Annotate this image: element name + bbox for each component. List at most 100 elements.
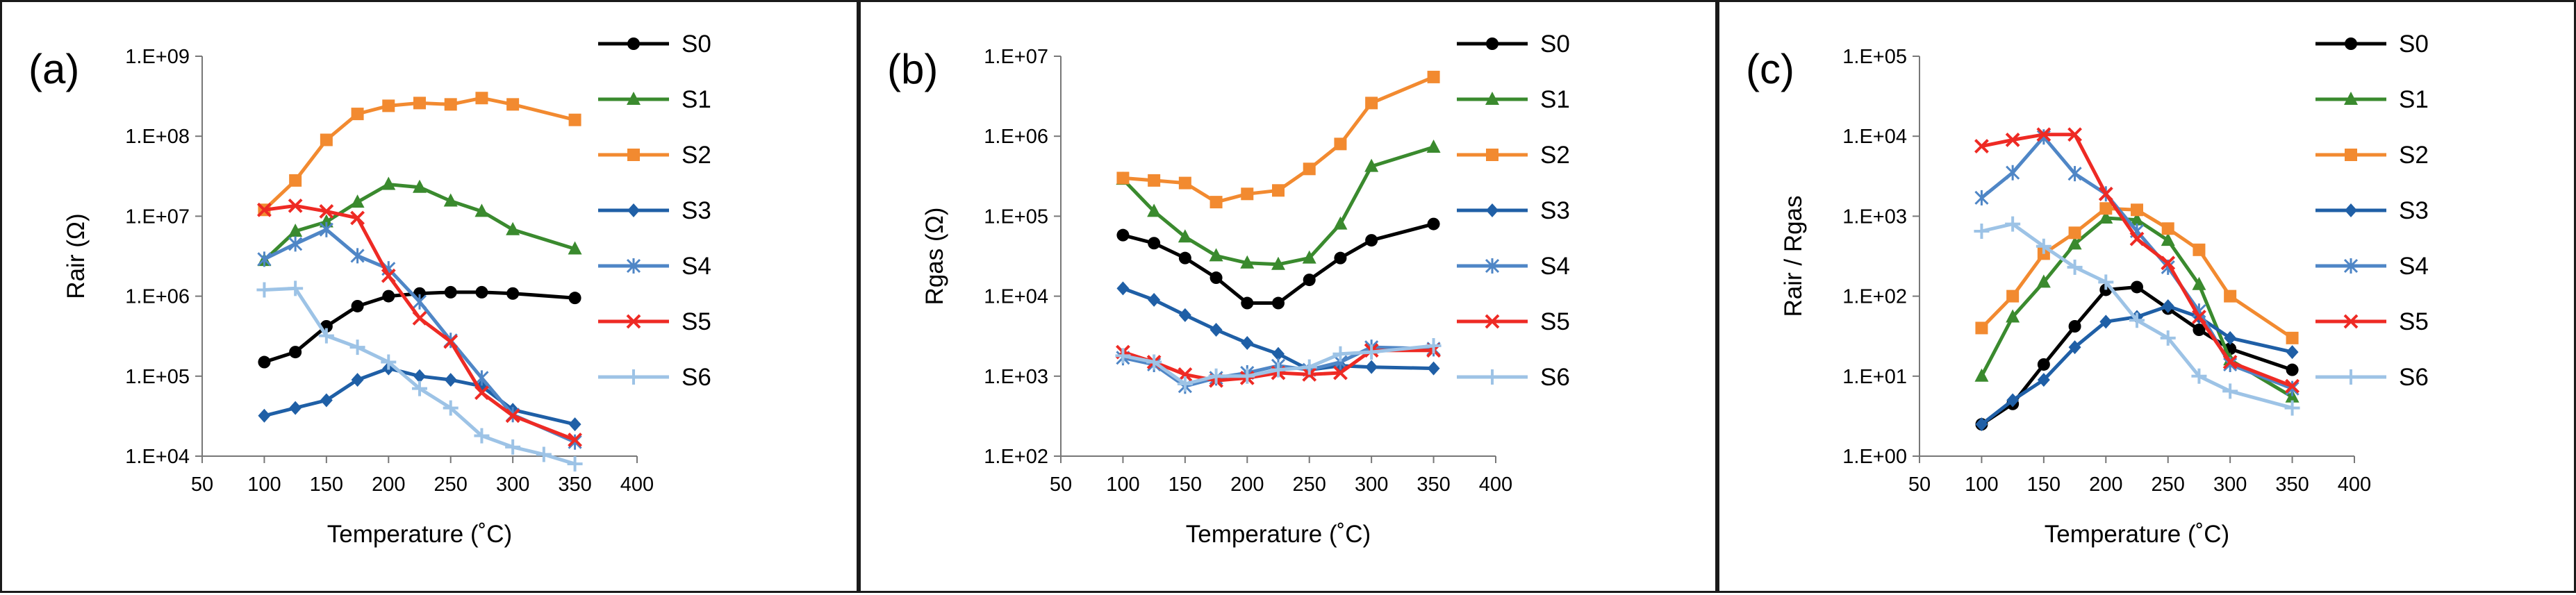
x-tick-label: 300	[496, 474, 529, 496]
y-tick-label: 1.E+08	[125, 126, 190, 148]
data-point	[1209, 196, 1223, 209]
panel-label: (c)	[1746, 46, 1794, 92]
data-point	[319, 214, 333, 228]
legend-label: S2	[1540, 142, 1570, 169]
data-point	[2224, 290, 2237, 303]
y-tick-label: 1.E+01	[1842, 366, 1907, 388]
data-point	[320, 393, 333, 408]
data-point	[2005, 216, 2021, 232]
data-point	[444, 98, 457, 111]
data-point	[382, 99, 395, 112]
legend-marker	[1485, 314, 1500, 329]
data-point	[474, 203, 489, 217]
data-point	[2222, 383, 2238, 399]
x-axis-label: Temperature (˚C)	[327, 521, 512, 548]
data-point	[505, 439, 521, 455]
data-point	[1427, 70, 1440, 83]
data-point	[1178, 308, 1191, 322]
data-point	[567, 456, 583, 472]
series-group	[256, 92, 583, 472]
legend-item: S2	[2315, 142, 2429, 169]
legend-marker	[626, 258, 641, 274]
data-point	[1116, 281, 1130, 296]
data-point	[568, 113, 581, 126]
legend-marker	[2345, 203, 2357, 217]
axes: 50 100 150 200 250 300 350 400 1.E+02 1.E+03 1.E+0…	[984, 46, 1512, 496]
series-line	[1122, 349, 1434, 383]
axes: 50 100 150 200 250 300 350 400 1.E+00 1.E+01 1.E+0…	[1842, 46, 2371, 496]
legend-label: S4	[682, 253, 711, 280]
series-line	[1981, 222, 2293, 410]
series-s2	[1116, 70, 1440, 209]
data-point	[2286, 363, 2299, 376]
legend-label: S3	[682, 197, 711, 224]
data-point	[2099, 202, 2113, 215]
data-point	[1332, 346, 1348, 362]
series-line	[1980, 135, 2293, 390]
legend-item: S3	[598, 197, 711, 224]
panel-a: (a) 50 100 150 200 250 300 350 400 1.E+04 1.E+05 1…	[0, 0, 859, 593]
data-point	[1116, 228, 1130, 242]
series-s1	[257, 176, 582, 267]
legend-item: S1	[598, 86, 711, 113]
legend-label: S2	[2399, 142, 2429, 169]
data-point	[2036, 129, 2051, 145]
data-point	[1271, 256, 1285, 270]
legend-item: S3	[2315, 197, 2429, 224]
series-s3	[258, 361, 581, 432]
legend-label: S1	[2399, 86, 2429, 113]
data-point	[256, 282, 272, 298]
legend-marker	[2345, 149, 2357, 161]
data-point	[2192, 310, 2206, 324]
data-point	[2036, 274, 2051, 288]
y-tick-label: 1.E+02	[1842, 286, 1907, 308]
data-point	[289, 174, 302, 187]
x-tick-label: 250	[434, 474, 468, 496]
data-point	[350, 248, 365, 264]
panel-label: (b)	[887, 46, 939, 92]
data-point	[1974, 368, 1989, 382]
legend: S0 S1 S2 S3 S4 S5 S6	[598, 31, 711, 391]
series-line	[263, 228, 576, 444]
data-point	[2161, 222, 2174, 235]
data-point	[1426, 139, 1441, 153]
legend-label: S0	[682, 31, 711, 58]
data-point	[1209, 248, 1223, 262]
data-point	[1147, 203, 1162, 217]
legend-marker	[1485, 92, 1499, 105]
x-tick-label: 150	[310, 474, 343, 496]
data-point	[1303, 274, 1316, 287]
data-point	[505, 408, 520, 424]
y-tick-label: 1.E+05	[1842, 46, 1907, 68]
data-point	[2192, 276, 2206, 290]
data-point	[2067, 236, 2082, 250]
data-point	[1364, 158, 1379, 172]
data-point	[319, 221, 333, 237]
data-point	[1272, 346, 1285, 361]
x-tick-label: 200	[1230, 474, 1264, 496]
y-tick-label: 1.E+05	[125, 366, 190, 388]
series-s6	[1974, 216, 2300, 416]
data-point	[2286, 345, 2299, 360]
series-s2	[258, 92, 581, 217]
series-s6	[256, 280, 583, 472]
data-point	[1271, 362, 1286, 378]
data-point	[2099, 210, 2113, 224]
x-tick-label: 400	[2338, 474, 2371, 496]
x-tick-label: 150	[1169, 474, 1202, 496]
data-point	[2006, 309, 2020, 323]
series-s5	[1974, 127, 2300, 394]
y-tick-label: 1.E+03	[1842, 206, 1907, 228]
data-point	[568, 292, 581, 305]
legend-marker	[1485, 369, 1500, 385]
y-tick-label: 1.E+07	[984, 46, 1048, 68]
data-point	[1974, 139, 1989, 154]
x-tick-label: 350	[1417, 474, 1450, 496]
x-tick-label: 100	[1965, 474, 1998, 496]
data-point	[1178, 251, 1191, 265]
data-point	[568, 241, 582, 255]
chart-sensitivity: 50 100 150 200 250 300 350 400 1.E+00 1.E+01 1.E+0…	[1780, 31, 2429, 548]
data-point	[1426, 338, 1442, 353]
data-point	[2286, 331, 2299, 344]
legend-item: S6	[2315, 364, 2429, 391]
